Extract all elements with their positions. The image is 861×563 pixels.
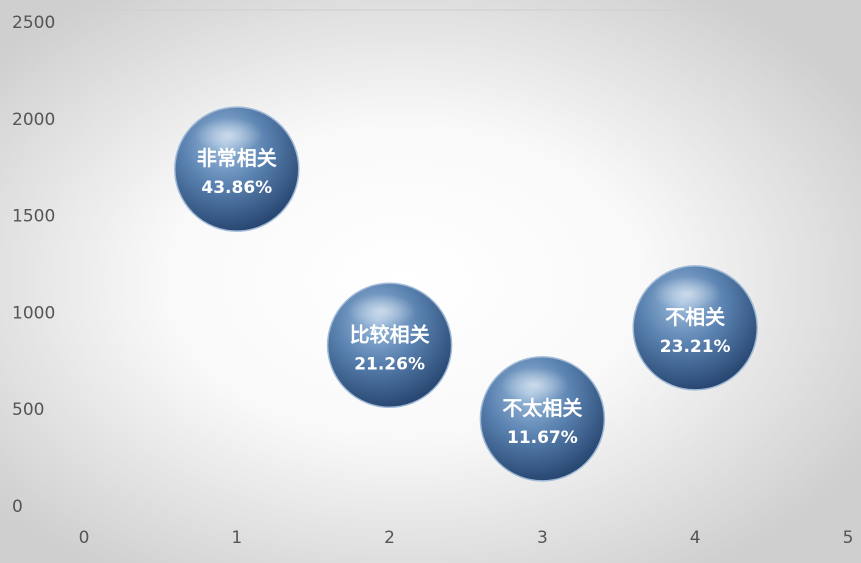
bubble-category-label: 不太相关 xyxy=(502,396,582,420)
bubble-value-label: 21.26% xyxy=(354,354,425,374)
y-tick-label: 0 xyxy=(12,497,23,517)
x-tick-label: 4 xyxy=(690,528,701,548)
bubble-category-label: 不相关 xyxy=(665,305,725,329)
x-tick-label: 2 xyxy=(384,528,395,548)
bubble-value-label: 11.67% xyxy=(507,428,578,448)
x-tick-label: 3 xyxy=(537,528,548,548)
y-tick-label: 1500 xyxy=(12,207,55,227)
y-tick-label: 500 xyxy=(12,400,44,420)
bubble-point: 非常相关 43.86% xyxy=(174,106,300,232)
bubble-point: 不太相关 11.67% xyxy=(479,356,606,482)
y-tick-label: 2500 xyxy=(12,13,55,33)
bubble-category-label: 比较相关 xyxy=(350,322,430,346)
bubble-category-label: 非常相关 xyxy=(197,146,277,170)
bubble-highlight xyxy=(500,367,569,403)
y-tick-label: 2000 xyxy=(12,110,55,130)
bubble-point: 不相关 23.21% xyxy=(632,265,758,391)
bubble-highlight xyxy=(653,276,722,312)
bubble-value-label: 43.86% xyxy=(201,178,272,198)
bubble-highlight xyxy=(347,293,416,329)
x-tick-label: 1 xyxy=(231,528,242,548)
bubble-highlight xyxy=(194,117,263,153)
bubble-value-label: 23.21% xyxy=(660,337,731,357)
bubble-point: 比较相关 21.26% xyxy=(326,282,453,409)
y-tick-label: 1000 xyxy=(12,303,55,323)
x-tick-label: 0 xyxy=(79,528,90,548)
x-tick-label: 5 xyxy=(843,528,854,548)
